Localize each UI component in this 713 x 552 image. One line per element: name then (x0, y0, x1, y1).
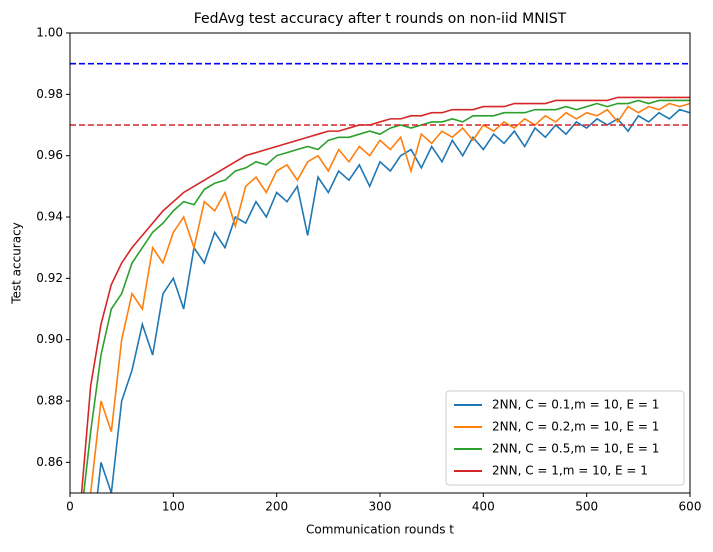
x-tick-label: 300 (369, 500, 392, 514)
y-tick-label: 0.90 (36, 332, 63, 346)
x-tick-label: 400 (472, 500, 495, 514)
y-tick-label: 0.88 (36, 394, 63, 408)
x-tick-label: 600 (679, 500, 702, 514)
series-line (96, 108, 690, 493)
chart-title: FedAvg test accuracy after t rounds on n… (194, 11, 567, 27)
legend-label: 2NN, C = 0.5,m = 10, E = 1 (492, 442, 659, 456)
y-tick-label: 0.92 (36, 271, 63, 285)
y-tick-label: 0.86 (36, 455, 63, 469)
series-line (89, 102, 690, 493)
legend-label: 2NN, C = 0.1,m = 10, E = 1 (492, 398, 659, 412)
y-tick-label: 0.94 (36, 210, 63, 224)
y-tick-label: 1.00 (36, 26, 63, 40)
x-tick-label: 100 (162, 500, 185, 514)
x-axis-label: Communication rounds t (306, 523, 454, 537)
x-tick-label: 500 (575, 500, 598, 514)
y-tick-label: 0.98 (36, 87, 63, 101)
plot-area (70, 62, 690, 493)
series-line (82, 99, 690, 493)
x-tick-label: 200 (265, 500, 288, 514)
legend-label: 2NN, C = 1,m = 10, E = 1 (492, 464, 648, 478)
y-tick-label: 0.96 (36, 148, 63, 162)
x-tick-label: 0 (66, 500, 74, 514)
y-axis-label: Test accuracy (10, 222, 24, 305)
series-line (80, 96, 690, 493)
legend-box (445, 390, 685, 486)
legend-label: 2NN, C = 0.2,m = 10, E = 1 (492, 420, 659, 434)
